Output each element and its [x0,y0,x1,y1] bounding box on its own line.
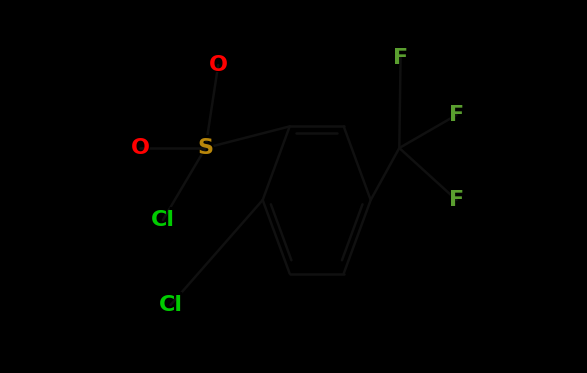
Text: F: F [449,105,464,125]
Text: Cl: Cl [156,292,185,318]
Text: O: O [207,52,230,78]
Text: F: F [392,45,410,71]
Text: S: S [196,135,215,161]
Text: F: F [447,187,465,213]
Text: F: F [447,102,465,128]
Text: Cl: Cl [151,210,175,230]
Text: O: O [129,135,151,161]
Text: O: O [130,138,150,158]
Text: S: S [197,138,214,158]
Text: Cl: Cl [158,295,183,315]
Text: O: O [209,55,228,75]
Text: Cl: Cl [149,207,177,233]
Text: F: F [393,48,408,68]
Text: F: F [449,190,464,210]
